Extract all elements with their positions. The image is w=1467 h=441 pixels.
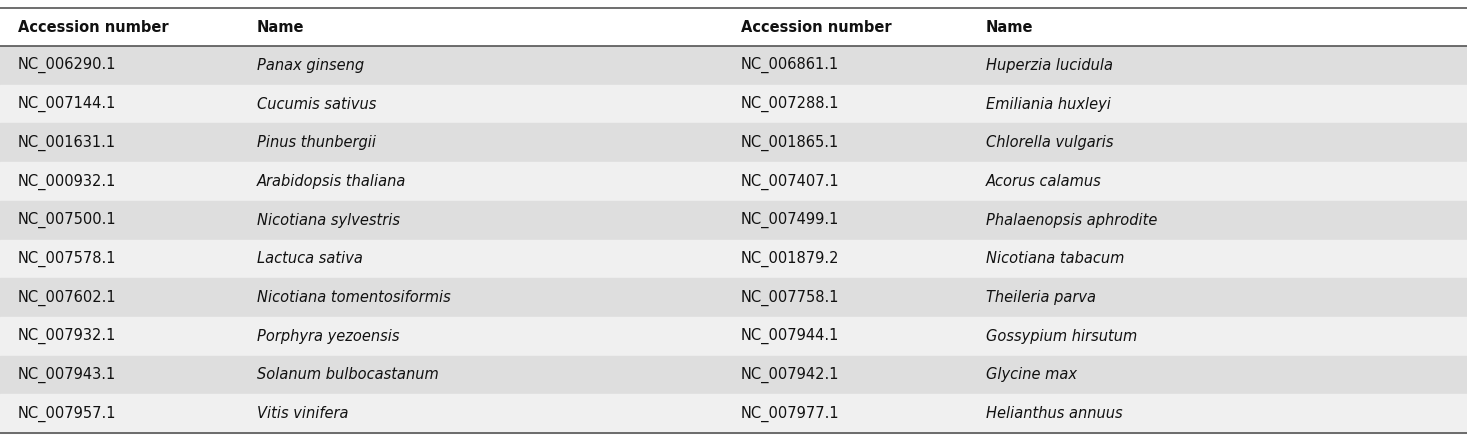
- Text: NC_000932.1: NC_000932.1: [18, 173, 116, 190]
- Text: Gossypium hirsutum: Gossypium hirsutum: [986, 329, 1137, 344]
- Text: Huperzia lucidula: Huperzia lucidula: [986, 58, 1113, 73]
- Text: NC_007957.1: NC_007957.1: [18, 406, 116, 422]
- Bar: [0, 162, 1467, 201]
- Text: NC_007942.1: NC_007942.1: [741, 367, 839, 383]
- Text: NC_001631.1: NC_001631.1: [18, 135, 116, 151]
- Bar: [0, 8, 1467, 46]
- Text: Lactuca sativa: Lactuca sativa: [257, 251, 362, 266]
- Text: NC_007500.1: NC_007500.1: [18, 212, 116, 228]
- Text: NC_007977.1: NC_007977.1: [741, 406, 839, 422]
- Text: Helianthus annuus: Helianthus annuus: [986, 406, 1122, 421]
- Text: Arabidopsis thaliana: Arabidopsis thaliana: [257, 174, 406, 189]
- Text: Phalaenopsis aphrodite: Phalaenopsis aphrodite: [986, 213, 1157, 228]
- Text: NC_007602.1: NC_007602.1: [18, 289, 116, 306]
- Text: NC_007407.1: NC_007407.1: [741, 173, 839, 190]
- Text: Porphyra yezoensis: Porphyra yezoensis: [257, 329, 399, 344]
- Text: Emiliania huxleyi: Emiliania huxleyi: [986, 97, 1111, 112]
- Text: Theileria parva: Theileria parva: [986, 290, 1096, 305]
- Text: NC_001865.1: NC_001865.1: [741, 135, 839, 151]
- Text: Name: Name: [986, 19, 1033, 34]
- Text: NC_006290.1: NC_006290.1: [18, 57, 116, 74]
- Text: NC_007144.1: NC_007144.1: [18, 96, 116, 112]
- Text: Nicotiana tomentosiformis: Nicotiana tomentosiformis: [257, 290, 450, 305]
- Text: Vitis vinifera: Vitis vinifera: [257, 406, 348, 421]
- Text: NC_007932.1: NC_007932.1: [18, 328, 116, 344]
- Text: Nicotiana sylvestris: Nicotiana sylvestris: [257, 213, 399, 228]
- Bar: [0, 201, 1467, 239]
- Bar: [0, 123, 1467, 162]
- Bar: [0, 239, 1467, 278]
- Text: Chlorella vulgaris: Chlorella vulgaris: [986, 135, 1113, 150]
- Text: Accession number: Accession number: [18, 19, 169, 34]
- Text: NC_007944.1: NC_007944.1: [741, 328, 839, 344]
- Text: NC_007758.1: NC_007758.1: [741, 289, 839, 306]
- Bar: [0, 85, 1467, 123]
- Text: Accession number: Accession number: [741, 19, 892, 34]
- Text: NC_007288.1: NC_007288.1: [741, 96, 839, 112]
- Text: NC_007578.1: NC_007578.1: [18, 251, 116, 267]
- Text: Pinus thunbergii: Pinus thunbergii: [257, 135, 376, 150]
- Text: Panax ginseng: Panax ginseng: [257, 58, 364, 73]
- Text: NC_001879.2: NC_001879.2: [741, 251, 839, 267]
- Text: Cucumis sativus: Cucumis sativus: [257, 97, 376, 112]
- Bar: [0, 355, 1467, 394]
- Bar: [0, 46, 1467, 85]
- Text: Acorus calamus: Acorus calamus: [986, 174, 1102, 189]
- Text: NC_006861.1: NC_006861.1: [741, 57, 839, 74]
- Bar: [0, 317, 1467, 355]
- Text: Nicotiana tabacum: Nicotiana tabacum: [986, 251, 1124, 266]
- Text: Solanum bulbocastanum: Solanum bulbocastanum: [257, 367, 439, 382]
- Text: NC_007943.1: NC_007943.1: [18, 367, 116, 383]
- Text: Name: Name: [257, 19, 304, 34]
- Bar: [0, 278, 1467, 317]
- Bar: [0, 394, 1467, 433]
- Text: NC_007499.1: NC_007499.1: [741, 212, 839, 228]
- Text: Glycine max: Glycine max: [986, 367, 1077, 382]
